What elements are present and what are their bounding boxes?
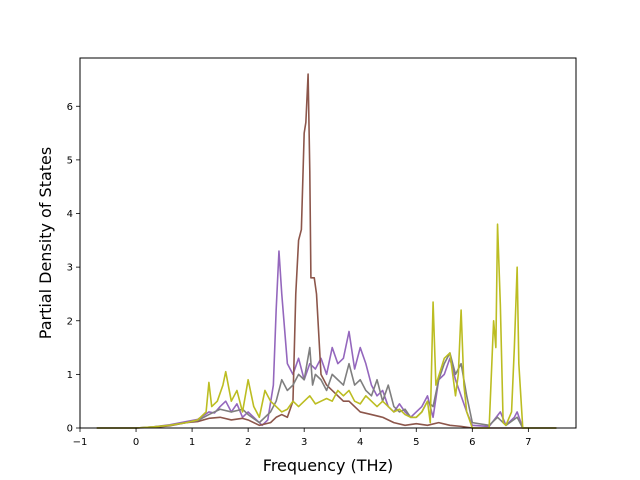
- y-tick-label: 5: [67, 155, 73, 166]
- x-tick-label: 0: [133, 437, 139, 448]
- series-line-1: [96, 250, 557, 429]
- x-tick-label: 6: [469, 437, 475, 448]
- x-tick-label: 1: [189, 437, 195, 448]
- y-axis-ticks: 0 1 2 3 4 5 6: [67, 102, 80, 435]
- y-tick-label: 3: [67, 263, 73, 274]
- x-tick-label: 3: [301, 437, 307, 448]
- y-tick-label: 2: [67, 316, 73, 327]
- x-tick-label: 2: [245, 437, 251, 448]
- plot-frame: [79, 57, 577, 429]
- x-tick-label: 4: [357, 437, 363, 448]
- x-axis-label: Frequency (THz): [263, 456, 393, 475]
- x-tick-label: 5: [413, 437, 419, 448]
- y-axis-label: Partial Density of States: [36, 147, 55, 339]
- x-tick-label: −1: [73, 437, 88, 448]
- y-tick-label: 1: [67, 370, 73, 381]
- y-tick-label: 4: [67, 209, 73, 220]
- x-tick-label: 7: [525, 437, 531, 448]
- series-line-2: [96, 73, 557, 429]
- y-tick-label: 6: [67, 102, 73, 113]
- series-layer: [96, 73, 557, 429]
- x-axis-ticks: −1 0 1 2 3 4 5 6 7: [73, 428, 532, 448]
- series-line-4: [96, 223, 557, 429]
- y-tick-label: 0: [67, 424, 73, 435]
